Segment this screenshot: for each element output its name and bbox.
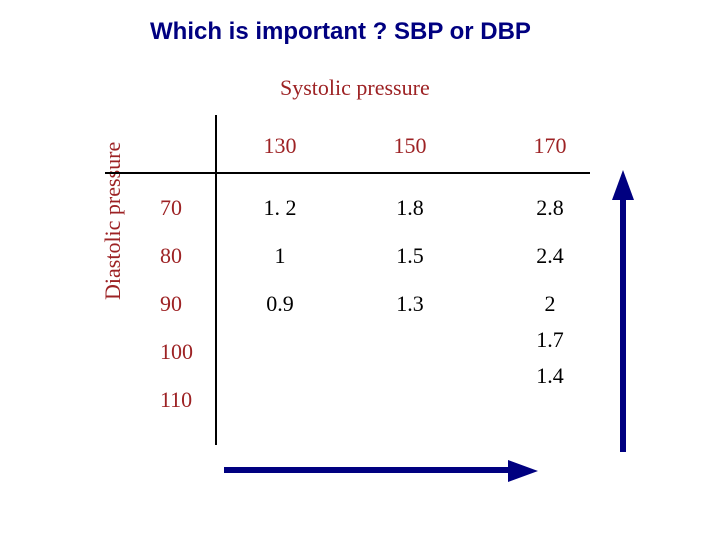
arrow-up-icon (612, 170, 636, 452)
cell-80-170: 2.4 (520, 243, 580, 269)
systolic-axis-label: Systolic pressure (280, 75, 430, 101)
col-header-170: 170 (520, 133, 580, 159)
table-vertical-rule (215, 115, 217, 445)
cell-extra-1-7: 1.7 (520, 327, 580, 353)
cell-extra-1-4: 1.4 (520, 363, 580, 389)
page-title: Which is important ? SBP or DBP (150, 18, 531, 46)
cell-70-150: 1.8 (380, 195, 440, 221)
cell-70-170: 2.8 (520, 195, 580, 221)
cell-90-150: 1.3 (380, 291, 440, 317)
cell-80-150: 1.5 (380, 243, 440, 269)
row-header-80: 80 (160, 243, 210, 269)
col-header-130: 130 (250, 133, 310, 159)
table-horizontal-rule (105, 172, 590, 174)
cell-90-130: 0.9 (250, 291, 310, 317)
col-header-150: 150 (380, 133, 440, 159)
cell-70-130: 1. 2 (250, 195, 310, 221)
arrow-right-icon (224, 460, 544, 484)
row-header-90: 90 (160, 291, 210, 317)
row-header-110: 110 (160, 387, 210, 413)
row-header-70: 70 (160, 195, 210, 221)
diastolic-axis-label: Diastolic pressure (100, 142, 126, 300)
cell-90-170: 2 (520, 291, 580, 317)
cell-80-130: 1 (250, 243, 310, 269)
row-header-100: 100 (160, 339, 210, 365)
